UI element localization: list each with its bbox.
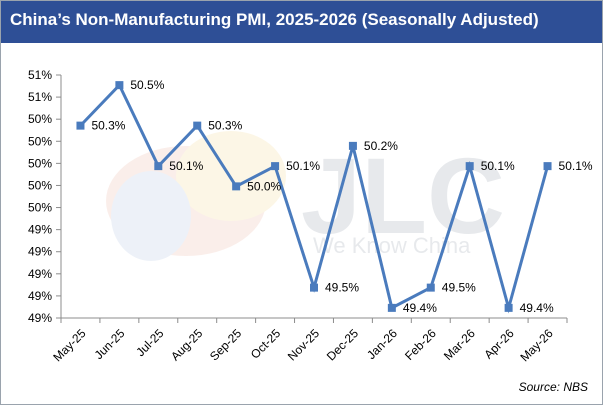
data-point-marker bbox=[154, 162, 163, 171]
data-point-marker bbox=[426, 283, 435, 292]
data-label: 50.3% bbox=[91, 119, 125, 133]
y-tick-label: 50% bbox=[28, 178, 52, 192]
x-tick-label: May-26 bbox=[517, 326, 555, 364]
data-point-marker bbox=[348, 141, 357, 150]
series-line-group bbox=[76, 81, 552, 314]
data-label: 50.1% bbox=[559, 159, 593, 173]
data-point-marker bbox=[504, 303, 513, 312]
data-point-marker bbox=[232, 182, 241, 191]
source-note: Source: NBS bbox=[518, 380, 588, 394]
data-label: 49.4% bbox=[520, 301, 554, 315]
x-tick-label: Nov-25 bbox=[285, 326, 322, 363]
data-point-marker bbox=[76, 121, 85, 130]
title-bar: China’s Non-Manufacturing PMI, 2025-2026… bbox=[1, 1, 602, 43]
data-label: 50.1% bbox=[169, 159, 203, 173]
y-tick-label: 50% bbox=[28, 112, 52, 126]
data-label: 50.1% bbox=[286, 159, 320, 173]
data-point-marker bbox=[543, 162, 552, 171]
watermark-logo-swirl-3 bbox=[111, 171, 191, 261]
x-tick-label: Mar-26 bbox=[441, 326, 478, 363]
data-point-marker bbox=[115, 81, 124, 90]
data-point-marker bbox=[465, 162, 474, 171]
chart-title: China’s Non-Manufacturing PMI, 2025-2026… bbox=[10, 10, 539, 29]
data-point-marker bbox=[387, 303, 396, 312]
x-tick-label: Apr-26 bbox=[481, 326, 517, 362]
data-labels-group: 50.3% 50.5% 50.1% 50.3% 50.0% 50.1% 49.5% 50.2%… bbox=[91, 78, 592, 315]
data-point-marker bbox=[310, 283, 318, 292]
data-label: 49.5% bbox=[442, 281, 476, 295]
y-tick-label: 50% bbox=[28, 134, 52, 148]
y-tick-label: 50% bbox=[28, 156, 52, 170]
y-tick-label: 51% bbox=[28, 68, 52, 82]
data-label: 50.1% bbox=[481, 159, 515, 173]
x-tick-label: Oct-25 bbox=[248, 326, 284, 362]
data-label: 49.4% bbox=[403, 301, 437, 315]
x-tick-label: Dec-25 bbox=[324, 326, 361, 363]
x-tick-label: Jan-26 bbox=[364, 326, 400, 362]
data-point-marker bbox=[271, 162, 280, 171]
y-tick-label: 49% bbox=[28, 289, 52, 303]
y-tick-label: 49% bbox=[28, 267, 52, 281]
data-label: 50.2% bbox=[364, 139, 398, 153]
x-tick-label: May-25 bbox=[50, 326, 88, 364]
watermark-logo-swirl bbox=[106, 146, 266, 256]
x-tick-label: Aug-25 bbox=[168, 326, 205, 363]
data-label: 50.0% bbox=[247, 179, 281, 193]
x-tick-label: Sep-25 bbox=[207, 326, 244, 363]
x-tick-label: Jul-25 bbox=[133, 326, 166, 359]
jlc-watermark: JLC We Know China bbox=[106, 131, 505, 261]
y-tick-label: 49% bbox=[28, 245, 52, 259]
y-tick-label: 49% bbox=[28, 311, 52, 325]
x-tick-label: Feb-26 bbox=[402, 326, 439, 363]
y-tick-label: 49% bbox=[28, 223, 52, 237]
watermark-logo-text: JLC bbox=[301, 135, 505, 256]
data-label: 49.5% bbox=[325, 281, 359, 295]
y-tick-label: 51% bbox=[28, 90, 52, 104]
data-label: 50.3% bbox=[208, 119, 242, 133]
x-tick-label: Jun-25 bbox=[92, 326, 128, 362]
data-point-marker bbox=[193, 121, 202, 130]
y-tick-label: 50% bbox=[28, 201, 52, 215]
data-label: 50.5% bbox=[130, 78, 164, 92]
